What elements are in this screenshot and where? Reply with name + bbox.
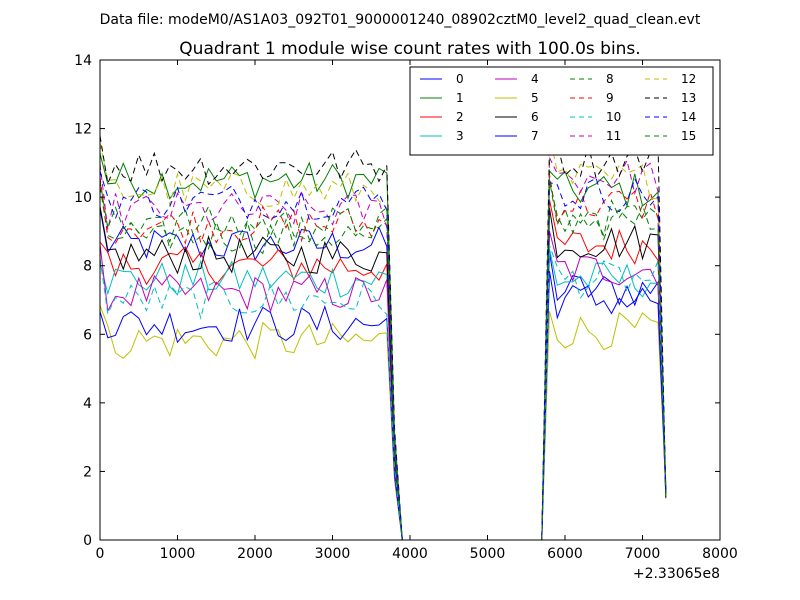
series-line-8 [99,180,667,541]
legend-entry-7: 7 [495,129,539,143]
series-line-5 [99,305,667,541]
legend-entry-15: 15 [645,129,696,143]
legend-label: 13 [681,91,696,105]
legend-entry-1: 1 [420,91,464,105]
legend-entry-13: 13 [645,91,696,105]
legend-label: 6 [531,110,539,124]
legend-label: 9 [606,91,614,105]
legend-entry-10: 10 [570,110,621,124]
legend-label: 8 [606,72,614,86]
series-line-7 [99,271,667,541]
x-tick-label: 1000 [160,546,196,562]
x-tick-label: 6000 [547,546,583,562]
series-line-2 [99,199,667,541]
chart-title: Quadrant 1 module wise count rates with … [179,39,640,59]
legend-entry-3: 3 [420,129,464,143]
legend-label: 7 [531,129,539,143]
x-tick-label: 0 [96,546,105,562]
legend-entry-5: 5 [495,91,539,105]
x-tick-label: 8000 [702,546,738,562]
y-tick-label: 12 [74,122,92,138]
x-tick-label: 3000 [315,546,351,562]
y-tick-label: 2 [83,464,92,480]
legend-label: 3 [456,129,464,143]
legend-entry-11: 11 [570,129,621,143]
y-tick-label: 8 [83,259,92,275]
y-tick-label: 6 [83,327,92,343]
ticks-layer: 0 1000 2000 3000 4000 5000 6000 7000 80000246810… [74,53,738,562]
x-tick-label: 4000 [392,546,428,562]
y-tick-label: 14 [74,53,92,69]
y-tick-label: 10 [74,190,92,206]
series-line-10 [99,245,667,541]
x-tick-label: 2000 [237,546,273,562]
legend-label: 4 [531,72,539,86]
x-offset-label: +2.33065e8 [633,566,720,582]
legend-label: 11 [606,129,621,143]
series-line-6 [99,206,667,541]
legend-label: 0 [456,72,464,86]
legend-entry-9: 9 [570,91,614,105]
legend-label: 14 [681,110,696,124]
legend-label: 5 [531,91,539,105]
x-tick-label: 5000 [470,546,506,562]
legend-label: 2 [456,110,464,124]
legend-label: 12 [681,72,696,86]
series-line-4 [99,231,667,541]
x-tick-label: 7000 [625,546,661,562]
legend-label: 15 [681,129,696,143]
series-line-13 [99,135,667,541]
series-line-9 [99,174,667,541]
series-line-11 [99,157,667,541]
legend-entry-12: 12 [645,72,696,86]
legend-entry-2: 2 [420,110,464,124]
legend-frame [409,66,714,156]
series-layer [99,134,667,541]
legend-entry-4: 4 [495,72,539,86]
legend-entry-8: 8 [570,72,614,86]
y-tick-label: 4 [83,396,92,412]
legend-entry-0: 0 [420,72,464,86]
legend-entry-6: 6 [495,110,539,124]
series-line-3 [99,248,667,541]
series-line-15 [99,180,667,541]
series-line-14 [99,170,667,541]
legend-label: 1 [456,91,464,105]
legend-entry-14: 14 [645,110,696,124]
y-tick-label: 0 [83,533,92,549]
chart-suptitle: Data file: modeM0/AS1A03_092T01_90000012… [100,12,701,28]
legend-label: 10 [606,110,621,124]
series-line-12 [99,134,667,541]
